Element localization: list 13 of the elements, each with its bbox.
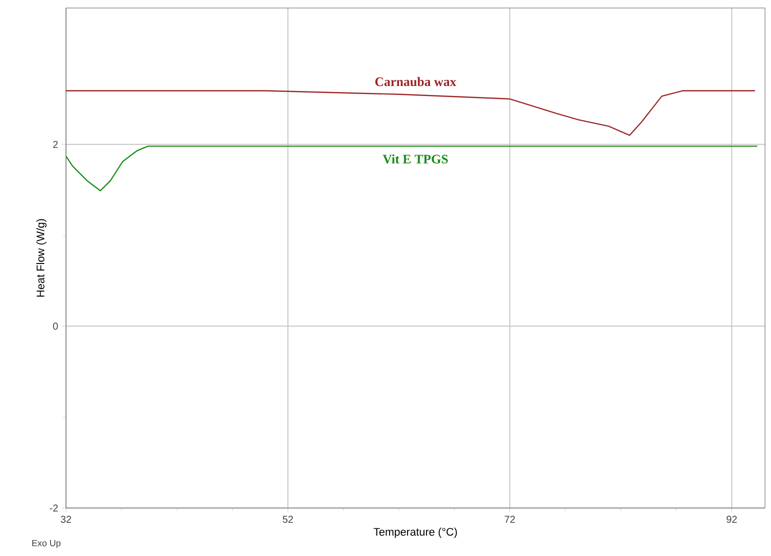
y-tick-label: -2 — [50, 504, 58, 512]
text: Exo Up — [32, 540, 61, 548]
series-label: Vit E TPGS — [382, 154, 448, 164]
x-axis-title: Temperature (°C) — [374, 528, 457, 538]
y-axis-title: Heat Flow (W/g) — [36, 219, 47, 297]
series-label: Carnauba wax — [375, 77, 456, 86]
y-tick-label: 2 — [53, 140, 58, 148]
line-series — [66, 90, 756, 136]
x-tick-label: 92 — [726, 516, 737, 523]
x-tick-label: 72 — [504, 516, 515, 523]
x-tick-label: 52 — [282, 516, 293, 523]
x-tick-label: 32 — [60, 516, 72, 523]
y-tick-label: 0 — [53, 322, 58, 330]
